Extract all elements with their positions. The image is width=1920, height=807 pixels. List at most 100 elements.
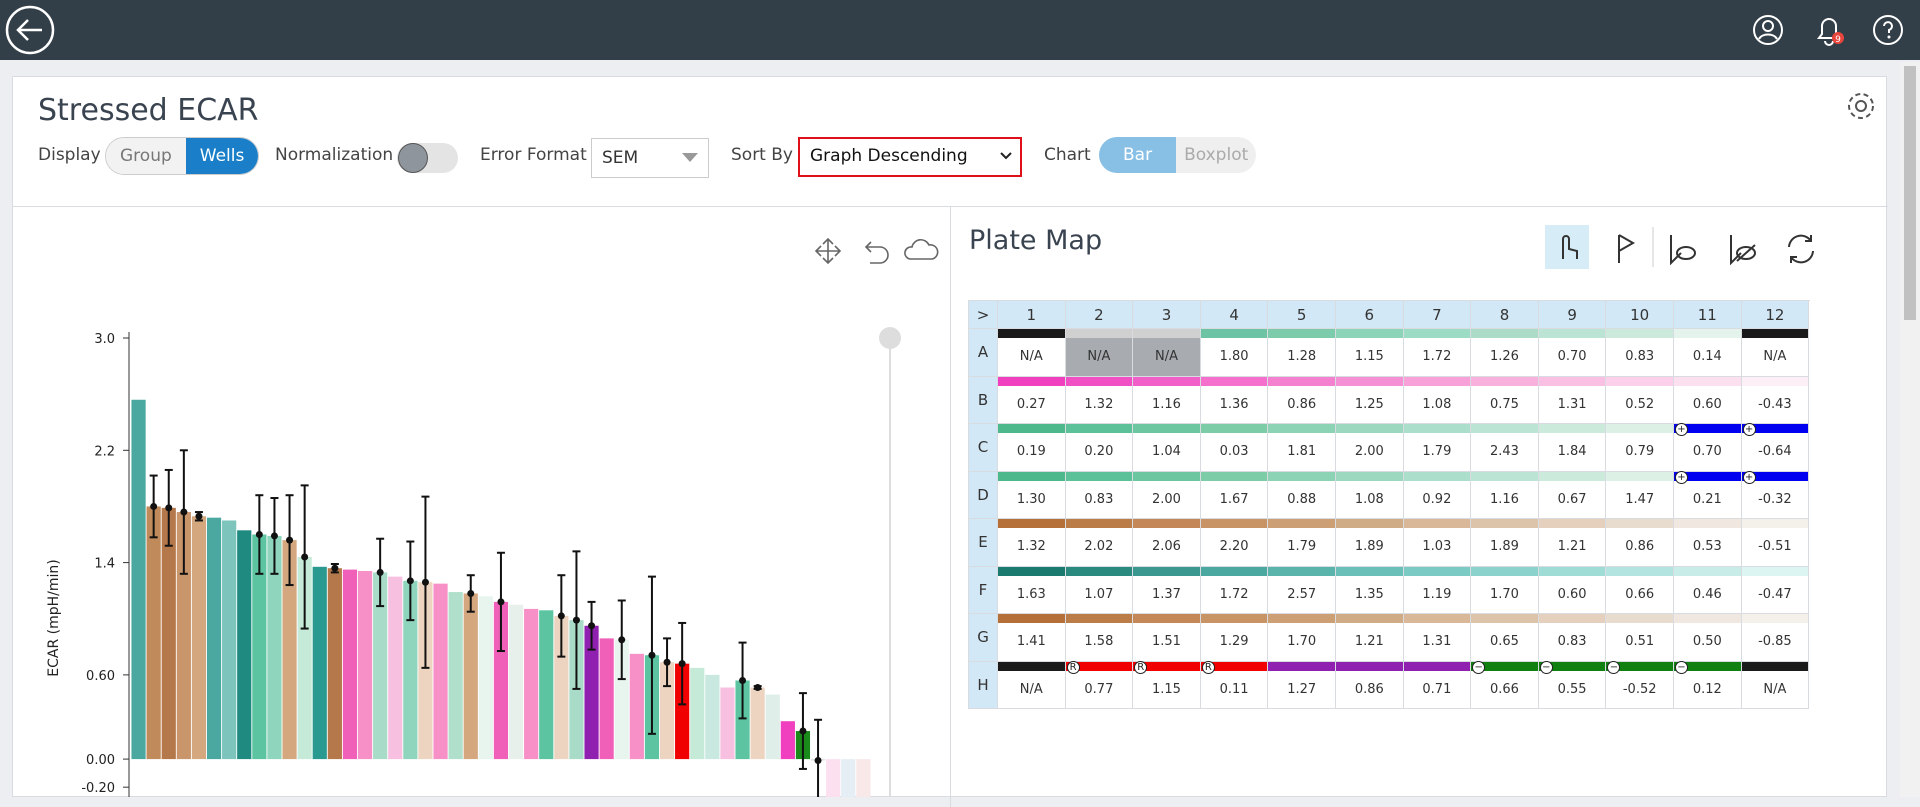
column-header[interactable]: 6 xyxy=(1336,301,1404,329)
well[interactable]: 1.84 xyxy=(1538,424,1607,472)
well[interactable]: -0.47 xyxy=(1741,566,1810,614)
well[interactable]: 2.00 xyxy=(1133,471,1201,519)
wells-button[interactable]: Wells xyxy=(185,138,259,174)
well[interactable]: N/A xyxy=(1065,329,1134,377)
well[interactable]: 1.15 R xyxy=(1133,660,1201,709)
well[interactable]: -0.52− xyxy=(1606,660,1674,709)
well[interactable]: 2.06 xyxy=(1133,519,1201,567)
well[interactable]: 0.86 xyxy=(1606,519,1674,567)
well[interactable]: 0.27 xyxy=(998,376,1066,424)
well[interactable]: 1.32 xyxy=(1065,376,1134,424)
well[interactable]: 0.03 xyxy=(1200,424,1269,472)
well[interactable]: 1.79 xyxy=(1403,424,1472,472)
well[interactable]: 0.51 xyxy=(1606,614,1674,662)
well[interactable]: 1.70 xyxy=(1471,566,1539,614)
account-icon[interactable] xyxy=(1752,14,1784,46)
well[interactable]: 0.66− xyxy=(1471,660,1539,709)
column-header[interactable]: 2 xyxy=(1065,301,1134,329)
well[interactable]: 0.19 xyxy=(998,424,1066,472)
well[interactable]: 1.72 xyxy=(1403,329,1472,377)
column-header[interactable]: 1 xyxy=(998,301,1066,329)
column-header[interactable]: 3 xyxy=(1133,301,1201,329)
well[interactable]: 1.27 xyxy=(1268,661,1336,709)
column-header[interactable]: 5 xyxy=(1268,301,1336,329)
well[interactable]: 1.63 xyxy=(998,566,1066,614)
well[interactable]: N/A xyxy=(998,661,1066,709)
well[interactable]: 0.75 xyxy=(1471,376,1539,424)
well[interactable]: 1.15 xyxy=(1336,329,1404,377)
well[interactable]: 0.83 xyxy=(1538,614,1607,662)
well[interactable]: N/A xyxy=(998,329,1066,377)
well[interactable]: 0.86 xyxy=(1336,661,1404,709)
well[interactable]: 1.08 xyxy=(1403,376,1472,424)
sort-by-select[interactable]: Graph Descending xyxy=(798,137,1022,177)
undo-tool[interactable] xyxy=(864,241,889,264)
well[interactable]: 0.65 xyxy=(1471,614,1539,662)
well[interactable]: 0.12− xyxy=(1674,660,1742,709)
well[interactable]: 2.57 xyxy=(1268,566,1336,614)
well[interactable]: 1.28 xyxy=(1268,329,1336,377)
column-header[interactable]: 12 xyxy=(1741,301,1810,329)
pan-tool[interactable] xyxy=(814,237,842,265)
well[interactable]: 0.67 xyxy=(1538,471,1607,519)
column-header[interactable]: 8 xyxy=(1471,301,1539,329)
well[interactable]: 1.89 xyxy=(1336,519,1404,567)
well[interactable]: 1.41 xyxy=(998,614,1066,662)
well[interactable]: 1.35 xyxy=(1336,566,1404,614)
well[interactable]: -0.32 + xyxy=(1741,470,1810,519)
well[interactable]: 0.60 xyxy=(1538,566,1607,614)
well[interactable]: 0.70 + xyxy=(1674,423,1742,472)
well[interactable]: 1.03 xyxy=(1403,519,1472,567)
well[interactable]: 1.70 xyxy=(1268,614,1336,662)
well[interactable]: 0.20 xyxy=(1065,424,1134,472)
row-header[interactable]: F xyxy=(969,566,998,614)
scrollbar-thumb[interactable] xyxy=(1904,66,1916,320)
well[interactable]: -0.64 + xyxy=(1741,423,1810,472)
well[interactable]: -0.43 xyxy=(1741,376,1810,424)
well[interactable]: 2.00 xyxy=(1336,424,1404,472)
well[interactable]: 1.31 xyxy=(1538,376,1607,424)
range-handle[interactable] xyxy=(879,327,901,349)
well[interactable]: 2.02 xyxy=(1065,519,1134,567)
well[interactable]: 1.89 xyxy=(1471,519,1539,567)
error-format-select[interactable]: SEM xyxy=(591,138,709,178)
well[interactable]: 0.79 xyxy=(1606,424,1674,472)
well[interactable]: 1.31 xyxy=(1403,614,1472,662)
export-tool[interactable] xyxy=(904,239,939,260)
well[interactable]: 1.51 xyxy=(1133,614,1201,662)
well[interactable]: 0.92 xyxy=(1403,471,1472,519)
well[interactable]: 1.16 xyxy=(1133,376,1201,424)
well[interactable]: 1.79 xyxy=(1268,519,1336,567)
row-header[interactable]: E xyxy=(969,519,998,567)
well[interactable]: 0.70 xyxy=(1538,329,1607,377)
well[interactable]: 1.81 xyxy=(1268,424,1336,472)
well[interactable]: N/A xyxy=(1133,329,1201,377)
well[interactable]: 1.30 xyxy=(998,471,1066,519)
well[interactable]: 1.29 xyxy=(1200,614,1269,662)
well[interactable]: N/A xyxy=(1741,661,1810,709)
row-header[interactable]: B xyxy=(969,376,998,424)
well[interactable]: 1.04 xyxy=(1133,424,1201,472)
well[interactable]: 1.37 xyxy=(1133,566,1201,614)
well[interactable]: 1.32 xyxy=(998,519,1066,567)
column-header[interactable]: 11 xyxy=(1674,301,1742,329)
well[interactable]: 0.21 + xyxy=(1674,470,1742,519)
well[interactable]: 1.25 xyxy=(1336,376,1404,424)
well[interactable]: 1.07 xyxy=(1065,566,1134,614)
well[interactable]: 0.52 xyxy=(1606,376,1674,424)
well[interactable]: 1.21 xyxy=(1538,519,1607,567)
well[interactable]: 1.58 xyxy=(1065,614,1134,662)
well[interactable]: 0.71 xyxy=(1403,661,1472,709)
boxplot-button[interactable]: Boxplot xyxy=(1176,137,1257,173)
well[interactable]: 0.53 xyxy=(1674,519,1742,567)
row-header[interactable]: A xyxy=(969,329,998,377)
well[interactable]: 0.60 xyxy=(1674,376,1742,424)
row-header[interactable]: G xyxy=(969,614,998,662)
well[interactable]: 0.77 R xyxy=(1065,660,1134,709)
column-header[interactable]: 10 xyxy=(1606,301,1674,329)
well[interactable]: 1.21 xyxy=(1336,614,1404,662)
well[interactable]: -0.85 xyxy=(1741,614,1810,662)
well[interactable]: 0.83 xyxy=(1606,329,1674,377)
well[interactable]: 0.14 xyxy=(1674,329,1742,377)
well[interactable]: 0.83 xyxy=(1065,471,1134,519)
